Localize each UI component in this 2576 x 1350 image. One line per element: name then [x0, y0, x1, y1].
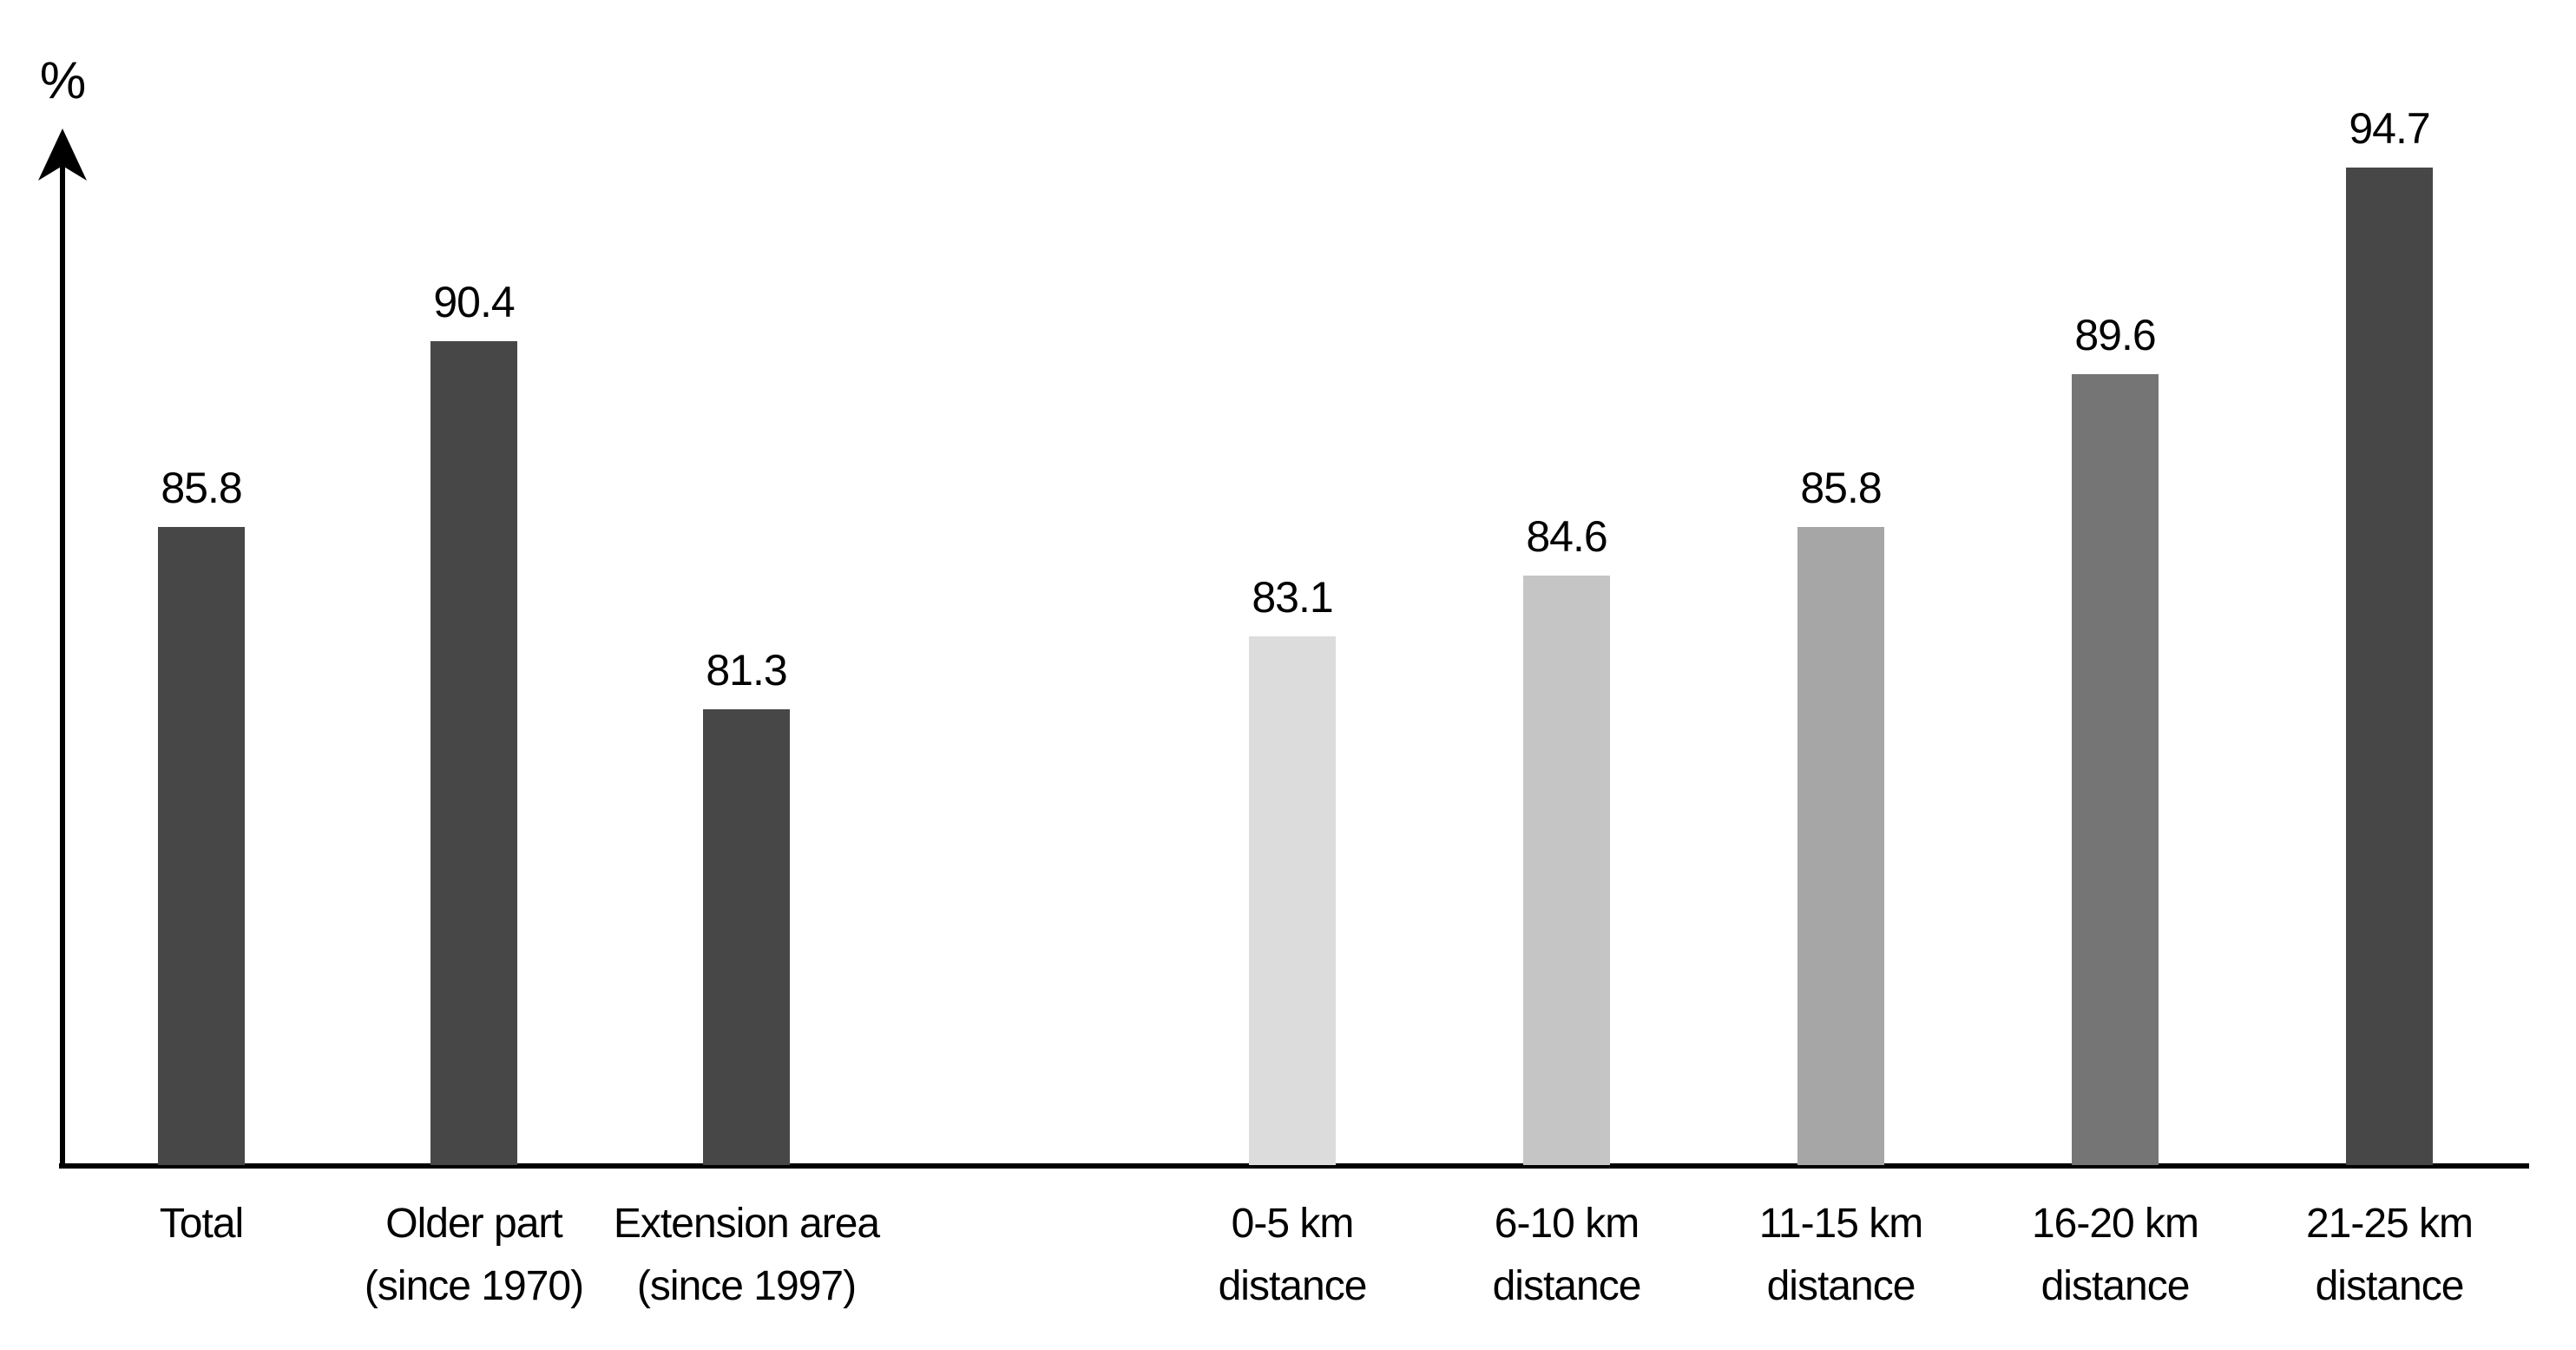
bar-category-label-11-15-km-distance: 11-15 km distance: [1758, 1201, 1924, 1309]
x-axis: [59, 1163, 2529, 1169]
bar-extension-area-since-1997: [703, 709, 790, 1165]
bar-11-15-km-distance: [1797, 527, 1884, 1165]
bar-value-label-21-25-km-distance: 94.7: [2349, 103, 2430, 153]
bar-value-label-0-5-km-distance: 83.1: [1252, 572, 1333, 622]
bar-total: [158, 527, 245, 1165]
bar-0-5-km-distance: [1249, 636, 1336, 1165]
bar-value-label-16-20-km-distance: 89.6: [2074, 310, 2156, 359]
bar-category-label-total: Total: [159, 1201, 244, 1247]
bar-category-label-older-part-since-1970: Older part (since 1970): [364, 1201, 584, 1309]
bar-value-label-total: 85.8: [161, 463, 242, 512]
bar-6-10-km-distance: [1523, 576, 1610, 1165]
bar-category-label-0-5-km-distance: 0-5 km distance: [1218, 1201, 1368, 1309]
bar-older-part-since-1970: [430, 341, 517, 1165]
bar-21-25-km-distance: [2346, 168, 2433, 1165]
bar-value-label-older-part-since-1970: 90.4: [433, 277, 515, 326]
bar-category-label-extension-area-since-1997: Extension area (since 1997): [613, 1201, 880, 1309]
y-axis-percent-label: %: [39, 51, 86, 109]
bar-category-label-16-20-km-distance: 16-20 km distance: [2031, 1201, 2199, 1309]
bar-value-label-6-10-km-distance: 84.6: [1526, 511, 1607, 561]
bar-category-label-21-25-km-distance: 21-25 km distance: [2305, 1201, 2474, 1309]
bar-category-label-6-10-km-distance: 6-10 km distance: [1492, 1201, 1642, 1309]
bar-16-20-km-distance: [2072, 374, 2159, 1165]
y-axis: [60, 148, 65, 1168]
bar-value-label-11-15-km-distance: 85.8: [1800, 463, 1882, 512]
bar-value-label-extension-area-since-1997: 81.3: [706, 645, 787, 695]
